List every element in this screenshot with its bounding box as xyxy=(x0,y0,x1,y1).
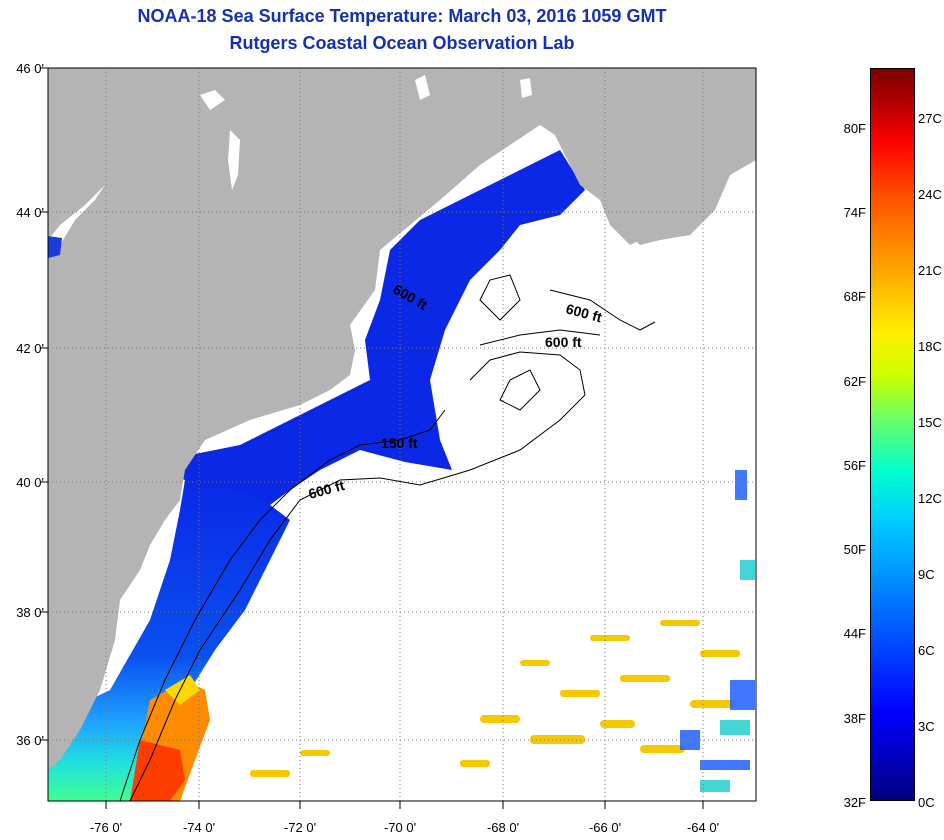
lat-label: 46 0' xyxy=(16,61,44,76)
colorbar-label-c: 3C xyxy=(918,719,935,734)
land-mainland xyxy=(48,68,756,770)
axis-ticks xyxy=(40,67,704,809)
lat-label: 42 0' xyxy=(16,341,44,356)
colorbar-label-c: 27C xyxy=(918,111,942,126)
colorbar-label-c: 21C xyxy=(918,263,942,278)
lon-label: -66 0' xyxy=(589,820,621,835)
temperature-colorbar xyxy=(870,68,915,801)
lat-label: 40 0' xyxy=(16,475,44,490)
lat-label: 38 0' xyxy=(16,605,44,620)
lat-label: 44 0' xyxy=(16,205,44,220)
colorbar-label-f: 50F xyxy=(843,542,866,557)
lake-blue-patch xyxy=(48,236,62,258)
colorbar-label-f: 32F xyxy=(843,795,866,810)
lat-label: 36 0' xyxy=(16,733,44,748)
map-subtitle: Rutgers Coastal Ocean Observation Lab xyxy=(229,33,575,53)
map-frame xyxy=(47,67,757,802)
lon-label: -76 0' xyxy=(90,820,122,835)
colorbar-label-f: 38F xyxy=(843,711,866,726)
colorbar-label-c: 18C xyxy=(918,339,942,354)
inland-lakes xyxy=(48,75,532,250)
colorbar-label-c: 9C xyxy=(918,567,935,582)
colorbar-label-c: 0C xyxy=(918,795,935,810)
lon-label: -70 0' xyxy=(384,820,416,835)
colorbar-label-f: 44F xyxy=(843,626,866,641)
lon-label: -68 0' xyxy=(487,820,519,835)
land-nova-scotia xyxy=(595,110,756,245)
contour-label: 150 ft xyxy=(381,435,418,451)
colorbar-label-f: 56F xyxy=(843,458,866,473)
lon-label: -64 0' xyxy=(687,820,719,835)
colorbar-label-c: 12C xyxy=(918,491,942,506)
colorbar-label-f: 80F xyxy=(843,121,866,136)
warm-eddy-streaks xyxy=(250,620,740,777)
lon-label: -74 0' xyxy=(183,820,215,835)
cold-shelf-water xyxy=(160,150,585,520)
contour-label: 600 ft xyxy=(545,334,582,350)
colorbar-label-c: 24C xyxy=(918,187,942,202)
map-title: NOAA-18 Sea Surface Temperature: March 0… xyxy=(137,6,667,26)
colorbar-label-f: 68F xyxy=(843,289,866,304)
colorbar-label-f: 62F xyxy=(843,374,866,389)
colorbar-label-c: 15C xyxy=(918,415,942,430)
lon-label: -72 0' xyxy=(284,820,316,835)
colorbar-label-c: 6C xyxy=(918,643,935,658)
bathymetry-contours xyxy=(119,274,656,801)
colorbar-label-f: 74F xyxy=(843,205,866,220)
